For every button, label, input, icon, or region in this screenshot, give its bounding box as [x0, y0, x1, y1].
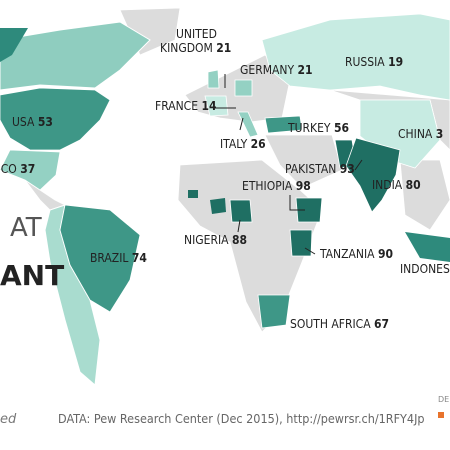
country — [257, 294, 291, 329]
country — [264, 115, 303, 134]
country-label: FRANCE 14 — [155, 99, 217, 113]
country-label: TANZANIA 90 — [319, 247, 393, 261]
country-value: 74 — [132, 251, 148, 265]
middle-east — [264, 134, 343, 189]
southeast-asia — [399, 159, 450, 231]
leader-lines — [215, 74, 363, 255]
country-name: ETHIOPIA — [242, 179, 293, 193]
indonesia — [405, 232, 450, 262]
leader-line — [354, 159, 363, 171]
country-value: 93 — [340, 162, 355, 176]
country-value: 37 — [20, 162, 35, 176]
country — [295, 197, 323, 223]
country — [204, 95, 229, 117]
country-name: GERMANY — [240, 63, 294, 77]
country-label: GERMANY 21 — [240, 63, 313, 77]
country — [0, 149, 61, 191]
leader-line — [289, 195, 305, 211]
country-value: 88 — [232, 233, 247, 247]
country-label: TURKEY 56 — [287, 121, 349, 135]
country — [261, 13, 450, 101]
country-name: USA — [12, 115, 35, 129]
country-value: 67 — [374, 317, 389, 331]
leader-line — [239, 117, 244, 131]
country-value: 19 — [388, 55, 403, 69]
country-name: TURKEY — [287, 121, 331, 135]
country-value: 53 — [38, 115, 53, 129]
country-value: 90 — [378, 247, 393, 261]
country-label: ETHIOPIA 98 — [242, 179, 311, 193]
country-label: KINGDOM 21 — [160, 41, 231, 55]
country — [207, 69, 220, 89]
country-name: TANZANIA — [319, 247, 375, 261]
country-value: 3 — [436, 127, 444, 141]
country-name: RUSSIA — [345, 55, 385, 69]
legend-swatch — [438, 412, 444, 418]
country-name: KINGDOM — [160, 41, 213, 55]
country-label: BRAZIL 74 — [90, 251, 147, 265]
ghana — [210, 198, 226, 214]
country-value: 56 — [334, 121, 349, 135]
country-label: SOUTH AFRICA 67 — [290, 317, 389, 331]
country-name: FRANCE — [155, 99, 198, 113]
country — [0, 87, 111, 151]
leader-line — [304, 247, 316, 255]
legend-fragment: DE — [438, 395, 449, 404]
country-label: INDONESIA — [400, 262, 450, 276]
country-name: INDIA — [372, 178, 403, 192]
country-value: 26 — [251, 137, 266, 151]
countries — [0, 13, 450, 329]
country-value: 21 — [298, 63, 313, 77]
country-value: 14 — [201, 99, 217, 113]
country-name: ITALY — [220, 137, 248, 151]
country — [234, 79, 253, 97]
country-value: 98 — [296, 179, 311, 193]
country-label: INDIA 80 — [372, 178, 421, 192]
senegal — [188, 190, 198, 198]
country — [59, 204, 141, 313]
country-label: NIGERIA 88 — [184, 233, 247, 247]
country-name: INDONESIA — [400, 262, 450, 276]
canada — [0, 21, 151, 91]
country-label: RUSSIA 19 — [345, 55, 403, 69]
note: ed — [0, 412, 17, 427]
country-label: PAKISTAN 93 — [285, 162, 355, 176]
country — [229, 199, 253, 223]
source: DATA: Pew Research Center (Dec 2015), ht… — [58, 411, 425, 426]
country-name: NIGERIA — [184, 233, 229, 247]
country-name: UNITED — [176, 27, 217, 41]
country-value: 80 — [406, 178, 421, 192]
country-label: MEXICO 37 — [0, 162, 35, 176]
leader-line — [237, 219, 241, 233]
country-name: PAKISTAN — [285, 162, 336, 176]
country — [345, 137, 401, 213]
country-name: CHINA — [398, 127, 433, 141]
country — [289, 229, 313, 257]
country-name: SOUTH AFRICA — [290, 317, 371, 331]
country-label: UNITED — [176, 27, 217, 41]
alaska — [0, 28, 28, 62]
country-name: MEXICO — [0, 162, 17, 176]
country-label: USA 53 — [12, 115, 53, 129]
country-label: ITALY 26 — [220, 137, 266, 151]
title-fragment: ANT — [0, 259, 64, 292]
country-value: 21 — [216, 41, 231, 55]
title-fragment: AT — [10, 213, 42, 243]
country-label: CHINA 3 — [398, 127, 443, 141]
country-name: BRAZIL — [90, 251, 128, 265]
